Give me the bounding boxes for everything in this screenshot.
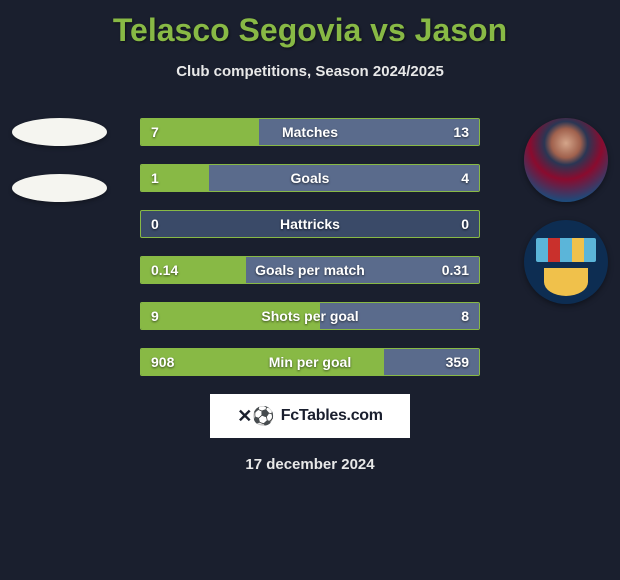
stat-bar-right-value: 13 xyxy=(453,119,469,145)
stat-bar-left-value: 9 xyxy=(151,303,159,329)
stat-bar-left-value: 0 xyxy=(151,211,159,237)
stat-bar-right-value: 8 xyxy=(461,303,469,329)
stat-bar: Goals per match0.14 0.31 xyxy=(140,256,480,284)
stat-bar-label: Shots per goal xyxy=(141,303,479,329)
left-avatars xyxy=(12,118,107,202)
player2-photo xyxy=(524,118,608,202)
stat-bar-label: Goals xyxy=(141,165,479,191)
stat-bar-label: Goals per match xyxy=(141,257,479,283)
stat-bar: Shots per goal9 8 xyxy=(140,302,480,330)
stat-bar-label: Min per goal xyxy=(141,349,479,375)
stat-bar-label: Hattricks xyxy=(141,211,479,237)
stat-bar: Min per goal908 359 xyxy=(140,348,480,376)
page-title: Telasco Segovia vs Jason xyxy=(0,0,620,49)
stat-bar-left-value: 908 xyxy=(151,349,174,375)
comparison-content: Matches7 13 Goals1 4 Hattricks0 0 Goals per ma… xyxy=(0,118,620,376)
brand-text: FcTables.com xyxy=(281,407,383,425)
player1-avatar-placeholder-1 xyxy=(12,118,107,146)
brand-badge: ✕⚽ FcTables.com xyxy=(210,394,410,438)
player2-club-crest xyxy=(524,220,608,304)
stat-bar-label: Matches xyxy=(141,119,479,145)
stat-bar: Hattricks0 0 xyxy=(140,210,480,238)
player1-avatar-placeholder-2 xyxy=(12,174,107,202)
stat-bar-right-value: 0.31 xyxy=(442,257,469,283)
stat-bar-left-value: 7 xyxy=(151,119,159,145)
stat-bar: Goals1 4 xyxy=(140,164,480,192)
stat-bar-right-value: 359 xyxy=(446,349,469,375)
stat-bar-right-value: 0 xyxy=(461,211,469,237)
right-avatars xyxy=(524,118,608,304)
stat-bar: Matches7 13 xyxy=(140,118,480,146)
stat-bar-right-value: 4 xyxy=(461,165,469,191)
stat-bars: Matches7 13 Goals1 4 Hattricks0 0 Goals per ma… xyxy=(140,118,480,376)
stat-bar-left-value: 0.14 xyxy=(151,257,178,283)
brand-icon: ✕⚽ xyxy=(237,406,275,427)
date-text: 17 december 2024 xyxy=(0,456,620,473)
stat-bar-left-value: 1 xyxy=(151,165,159,191)
page-subtitle: Club competitions, Season 2024/2025 xyxy=(0,63,620,80)
